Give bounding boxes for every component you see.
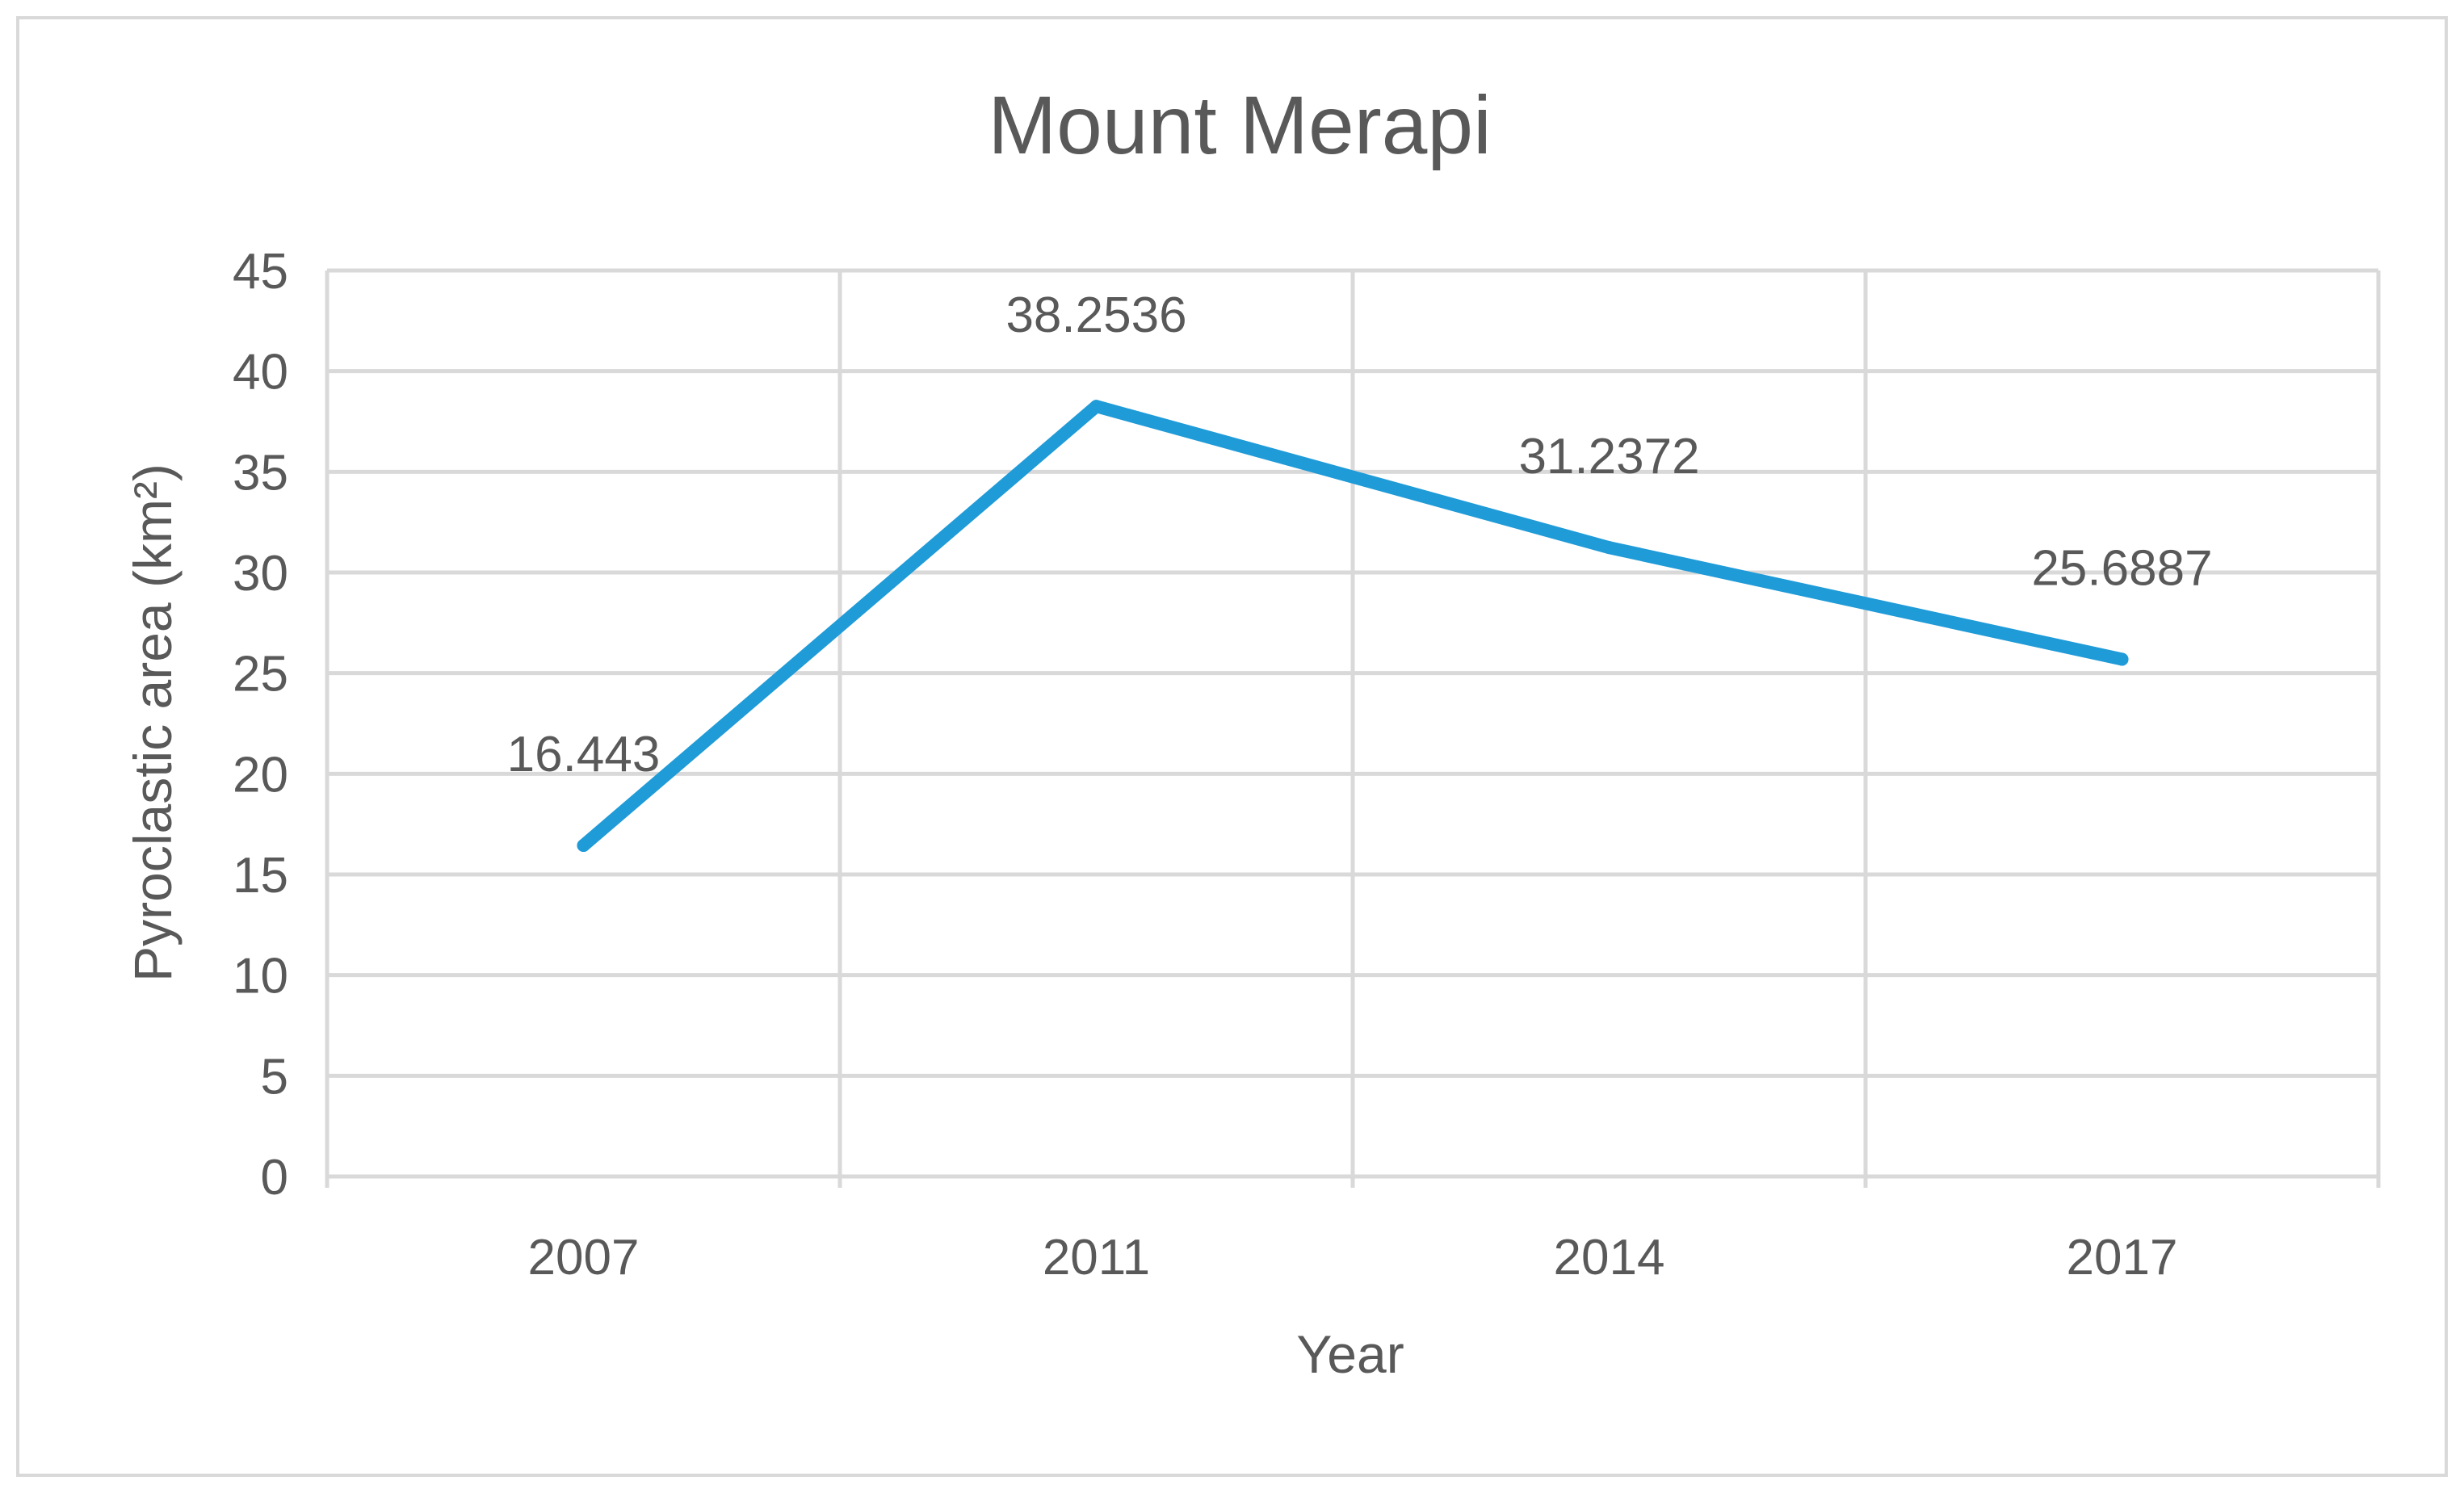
y-axis-title: Pyroclastic area (km²) [123, 463, 183, 982]
x-tick-label: 2014 [1554, 1230, 1665, 1285]
data-point [2115, 652, 2129, 666]
y-tick-label: 10 [233, 949, 288, 1004]
y-axis-ticks: 0 5 10 15 20 25 30 35 40 45 [233, 244, 288, 1206]
y-tick-label: 5 [261, 1049, 288, 1105]
data-label: 16.443 [507, 727, 661, 782]
y-tick-label: 0 [261, 1150, 288, 1206]
gridlines [325, 268, 2381, 1188]
data-point [1602, 541, 1616, 555]
series-layer [577, 400, 2129, 853]
y-tick-label: 30 [233, 546, 288, 602]
y-tick-label: 40 [233, 345, 288, 401]
data-label: 31.2372 [1518, 429, 1699, 484]
y-tick-label: 35 [233, 445, 288, 501]
chart-title: Mount Merapi [988, 79, 1492, 171]
x-axis-title: Year [1296, 1324, 1404, 1384]
data-point [577, 839, 590, 853]
data-labels: 16.443 38.2536 31.2372 25.6887 [507, 287, 2213, 782]
x-tick-label: 2017 [2067, 1230, 2178, 1285]
x-axis-ticks: 2007 2011 2014 2017 [528, 1230, 2178, 1285]
y-tick-label: 45 [233, 244, 288, 300]
data-label: 25.6887 [2031, 540, 2212, 596]
x-tick-label: 2011 [1043, 1230, 1150, 1285]
y-tick-label: 20 [233, 747, 288, 803]
y-tick-label: 25 [233, 647, 288, 702]
y-tick-label: 15 [233, 848, 288, 904]
chart-border [16, 16, 2448, 1477]
data-label: 38.2536 [1005, 287, 1186, 343]
series-line [577, 400, 2129, 853]
x-tick-label: 2007 [528, 1230, 640, 1285]
data-point [1089, 400, 1103, 413]
